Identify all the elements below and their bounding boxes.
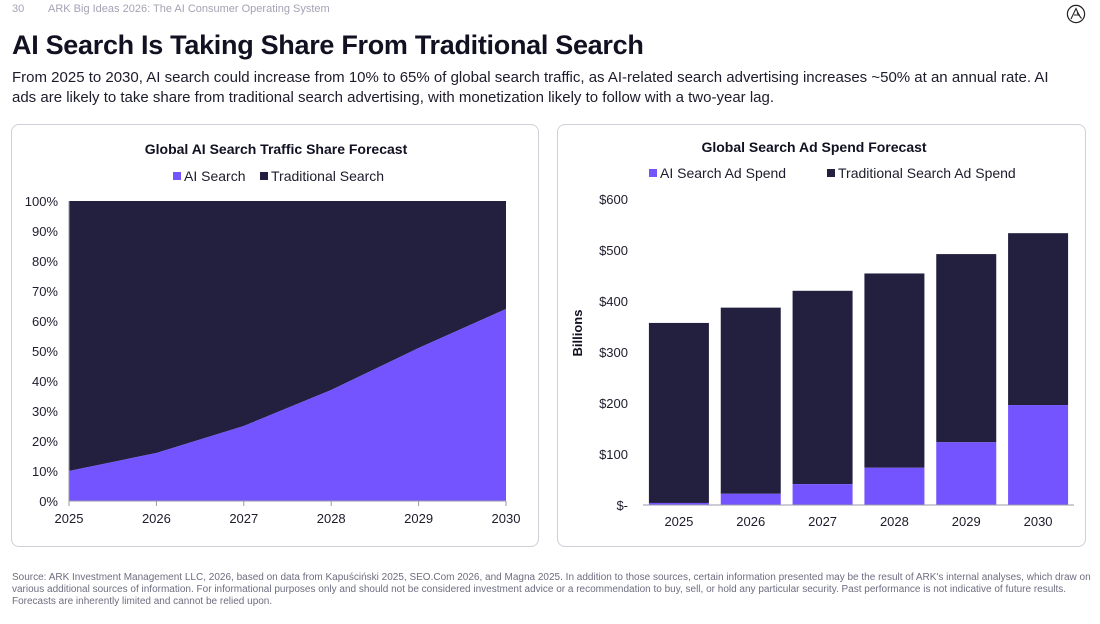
bar-traditional-search-ad-spend (936, 254, 997, 443)
y-axis-title: Billions (570, 310, 585, 357)
legend-ai-search-swatch (173, 172, 181, 180)
y-tick-label: 60% (32, 314, 58, 329)
x-tick-label: 2025 (664, 514, 693, 529)
y-tick-label: $300 (599, 345, 628, 360)
bar-ai-search-ad-spend (720, 493, 781, 505)
x-tick-label: 2025 (55, 511, 84, 526)
traffic-share-chart-card: Global AI Search Traffic Share Forecast A… (11, 124, 539, 547)
legend-ai-search-label: AI Search (184, 168, 245, 184)
ad-spend-chart-card: Global Search Ad Spend Forecast AI Search… (557, 124, 1086, 547)
page-subtitle: From 2025 to 2030, AI search could incre… (12, 69, 1049, 106)
y-tick-label: 20% (32, 434, 58, 449)
ark-logo-icon (1066, 4, 1086, 24)
bar-traditional-search-ad-spend (1008, 233, 1069, 406)
y-tick-label: 50% (32, 344, 58, 359)
x-tick-label: 2030 (492, 511, 521, 526)
x-tick-label: 2029 (404, 511, 433, 526)
y-tick-label: $200 (599, 396, 628, 411)
y-tick-label: $600 (599, 192, 628, 207)
y-tick-label: $- (616, 498, 628, 513)
bar-ai-search-ad-spend (1008, 405, 1069, 505)
chart-title: Global Search Ad Spend Forecast (701, 139, 926, 155)
x-tick-label: 2028 (317, 511, 346, 526)
y-tick-label: 0% (39, 494, 58, 509)
traffic-share-area-chart: Global AI Search Traffic Share Forecast A… (25, 141, 521, 526)
legend-traditional-search-swatch (260, 172, 268, 180)
legend-traditional-search-ad-spend-swatch (827, 169, 835, 177)
y-tick-label: 90% (32, 224, 58, 239)
y-tick-label: $100 (599, 447, 628, 462)
chart-title: Global AI Search Traffic Share Forecast (145, 141, 408, 157)
x-tick-label: 2027 (808, 514, 837, 529)
x-tick-label: 2026 (142, 511, 171, 526)
y-tick-label: $500 (599, 243, 628, 258)
area-ai-search (69, 309, 506, 501)
x-tick-label: 2030 (1024, 514, 1053, 529)
legend-ai-search-ad-spend-label: AI Search Ad Spend (660, 165, 786, 181)
y-tick-label: 70% (32, 284, 58, 299)
page-title: AI Search Is Taking Share From Tradition… (12, 30, 644, 60)
page-header: 30 ARK Big Ideas 2026: The AI Consumer Op… (12, 3, 330, 15)
y-tick-label: $400 (599, 294, 628, 309)
legend-traditional-search-ad-spend-label: Traditional Search Ad Spend (838, 165, 1016, 181)
bar-ai-search-ad-spend (864, 467, 925, 505)
y-tick-label: 40% (32, 374, 58, 389)
source-footnote: Source: ARK Investment Management LLC, 2… (12, 572, 1091, 607)
bar-traditional-search-ad-spend (648, 322, 709, 503)
x-tick-label: 2028 (880, 514, 909, 529)
area-traditional-search (69, 201, 506, 471)
x-tick-label: 2029 (952, 514, 981, 529)
bar-traditional-search-ad-spend (864, 273, 925, 468)
y-tick-label: 30% (32, 404, 58, 419)
ad-spend-bar-chart: Global Search Ad Spend Forecast AI Search… (570, 139, 1074, 529)
bar-traditional-search-ad-spend (792, 290, 853, 485)
bar-ai-search-ad-spend (936, 442, 997, 505)
bar-ai-search-ad-spend (792, 484, 853, 505)
x-tick-label: 2026 (736, 514, 765, 529)
x-tick-label: 2027 (229, 511, 258, 526)
y-tick-label: 80% (32, 254, 58, 269)
report-title: ARK Big Ideas 2026: The AI Consumer Oper… (48, 3, 330, 15)
legend-ai-search-ad-spend-swatch (649, 169, 657, 177)
y-tick-label: 100% (25, 194, 59, 209)
page-number: 30 (12, 3, 25, 15)
bar-traditional-search-ad-spend (720, 307, 781, 494)
bar-ai-search-ad-spend (648, 502, 709, 505)
y-tick-label: 10% (32, 464, 58, 479)
legend-traditional-search-label: Traditional Search (271, 168, 384, 184)
